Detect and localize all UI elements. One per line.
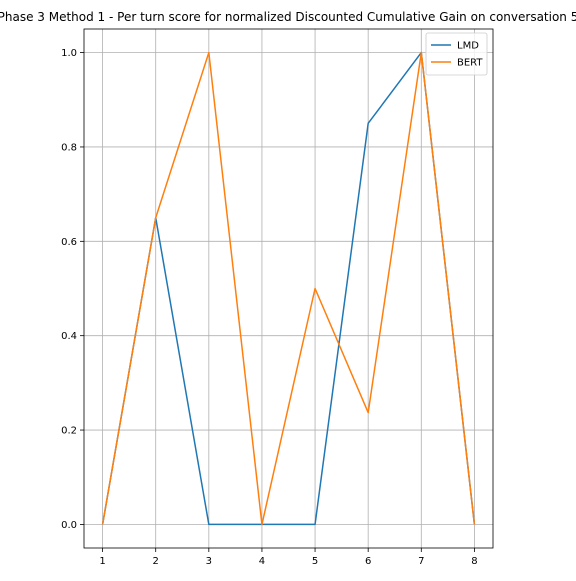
y-tick-label-0.6: 0.6 xyxy=(61,237,77,248)
x-tick-label-7: 7 xyxy=(418,556,424,567)
legend-label-bert: BERT xyxy=(457,58,483,69)
chart-title: Phase 3 Method 1 - Per turn score for no… xyxy=(0,10,576,24)
y-tick-label-1.0: 1.0 xyxy=(61,48,77,59)
axis-ticks: 1 2 3 4 5 6 7 8 0.0 0.2 0.4 0.6 0.8 1.0 xyxy=(61,48,478,567)
y-tick-label-0.0: 0.0 xyxy=(61,520,77,531)
plot-area-frame xyxy=(83,28,494,549)
x-tick-label-3: 3 xyxy=(206,556,212,567)
legend-label-lmd: LMD xyxy=(457,41,479,52)
x-tick-label-4: 4 xyxy=(259,556,265,567)
series-lines xyxy=(101,51,476,526)
x-tick-label-8: 8 xyxy=(471,556,477,567)
series-line-lmd xyxy=(101,51,476,526)
x-tick-label-5: 5 xyxy=(312,556,318,567)
legend-box xyxy=(425,32,488,76)
series-line-bert xyxy=(101,51,476,526)
legend: LMD BERT xyxy=(425,32,488,76)
x-tick-label-6: 6 xyxy=(365,556,371,567)
y-tick-label-0.8: 0.8 xyxy=(61,142,77,153)
y-tick-label-0.2: 0.2 xyxy=(61,426,77,437)
x-tick-label-1: 1 xyxy=(99,556,105,567)
grid-lines xyxy=(84,29,493,548)
x-tick-label-2: 2 xyxy=(153,556,159,567)
y-tick-label-0.4: 0.4 xyxy=(61,331,77,342)
